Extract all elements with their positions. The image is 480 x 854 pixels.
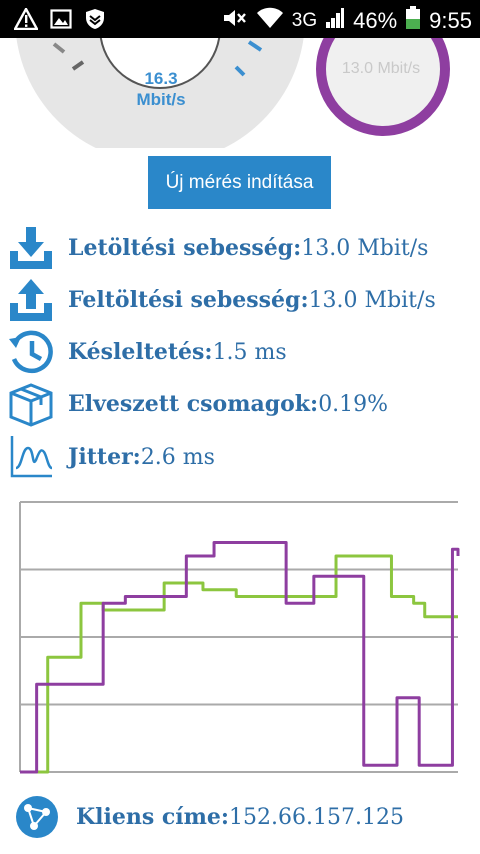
stat-download-value: 13.0 Mbit/s [301, 235, 429, 261]
client-address-label: Kliens címe: [76, 804, 230, 830]
package-box-icon [6, 380, 56, 428]
signal-icon [325, 7, 345, 35]
stat-latency: Késleltetés: 1.5 ms [6, 328, 476, 376]
latency-clock-icon [6, 328, 56, 376]
chart-series-line-2 [20, 541, 460, 774]
stat-jitter-label: Jitter: [68, 444, 141, 470]
mute-icon [222, 7, 248, 35]
speed-gauge [16, 38, 450, 148]
main-gauge-number: 16.3 [144, 69, 178, 88]
main-gauge-value: 16.3 Mbit/s [96, 68, 226, 110]
client-address-value: 152.66.157.125 [229, 804, 404, 830]
client-address-row: Kliens címe: 152.66.157.125 [12, 792, 472, 842]
stat-latency-label: Késleltetés: [68, 339, 213, 365]
globe-network-icon [12, 793, 62, 841]
upload-icon [6, 276, 56, 324]
stat-latency-value: 1.5 ms [212, 339, 287, 365]
status-bar: 3G 46% 9:55 [0, 0, 480, 38]
stat-packet-loss-label: Elveszett csomagok: [68, 391, 319, 417]
stat-jitter: Jitter: 2.6 ms [6, 433, 476, 481]
network-type: 3G [291, 10, 318, 31]
battery-icon [405, 6, 421, 36]
stat-upload: Feltöltési sebesség: 13.0 Mbit/s [6, 276, 476, 324]
warning-icon [12, 6, 40, 35]
stat-packet-loss-value: 0.19% [318, 391, 389, 417]
shield-download-icon [84, 8, 106, 35]
jitter-chart-icon [6, 433, 56, 481]
speed-history-chart [19, 501, 460, 774]
battery-percent: 46% [353, 8, 398, 33]
new-test-button[interactable]: Új mérés indítása [148, 156, 331, 209]
stat-upload-label: Feltöltési sebesség: [68, 287, 309, 313]
stat-download-label: Letöltési sebesség: [68, 235, 302, 261]
stat-packet-loss: Elveszett csomagok: 0.19% [6, 380, 476, 428]
stat-jitter-value: 2.6 ms [140, 444, 215, 470]
chart-series-line-1 [20, 554, 458, 774]
wifi-icon [256, 7, 284, 35]
clock-time: 9:55 [429, 8, 472, 33]
secondary-gauge-value: 13.0 Mbit/s [341, 60, 421, 77]
main-gauge-unit: Mbit/s [136, 90, 186, 109]
download-icon [6, 224, 56, 272]
gauge-area: 16.3 Mbit/s 13.0 Mbit/s [0, 38, 480, 148]
stat-upload-value: 13.0 Mbit/s [308, 287, 436, 313]
stat-download: Letöltési sebesség: 13.0 Mbit/s [6, 224, 476, 272]
image-icon [50, 8, 72, 35]
